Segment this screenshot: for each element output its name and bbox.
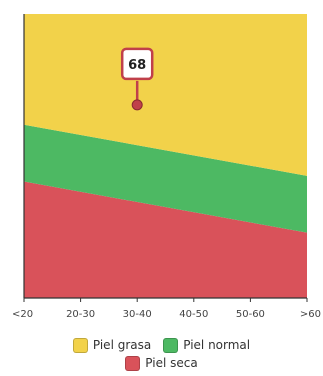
legend-item-piel-normal: Piel normal — [163, 337, 251, 353]
legend-label-piel-normal: Piel normal — [183, 338, 251, 352]
legend-row-1: Piel grasa Piel normal — [0, 336, 323, 354]
area-piel-normal — [24, 124, 307, 233]
x-tick-label: <20 — [12, 309, 33, 320]
marker-dot — [131, 99, 143, 111]
x-tick-label: 30-40 — [123, 309, 152, 320]
legend-row-2: Piel seca — [0, 354, 323, 372]
legend-label-piel-seca: Piel seca — [145, 356, 198, 370]
x-tick-label: 50-60 — [236, 309, 265, 320]
skin-type-chart: <20 20-30 30-40 40-50 50-60 >60 68 — [12, 14, 321, 320]
legend-label-piel-grasa: Piel grasa — [92, 338, 152, 352]
x-tick-label: 40-50 — [179, 309, 208, 320]
legend-swatch-piel-normal — [163, 337, 179, 353]
legend: Piel grasa Piel normal Piel seca — [0, 336, 323, 372]
legend-swatch-piel-seca — [125, 355, 141, 371]
marker-value-label: 68 — [128, 58, 146, 73]
legend-item-piel-seca: Piel seca — [125, 355, 198, 371]
legend-item-piel-grasa: Piel grasa — [72, 337, 152, 353]
x-tick-label: >60 — [300, 309, 321, 320]
legend-swatch-piel-grasa — [72, 337, 88, 353]
area-piel-grasa — [24, 14, 307, 176]
x-tick-label: 20-30 — [66, 309, 95, 320]
marker-box — [120, 47, 154, 81]
area-piel-seca — [24, 181, 307, 298]
